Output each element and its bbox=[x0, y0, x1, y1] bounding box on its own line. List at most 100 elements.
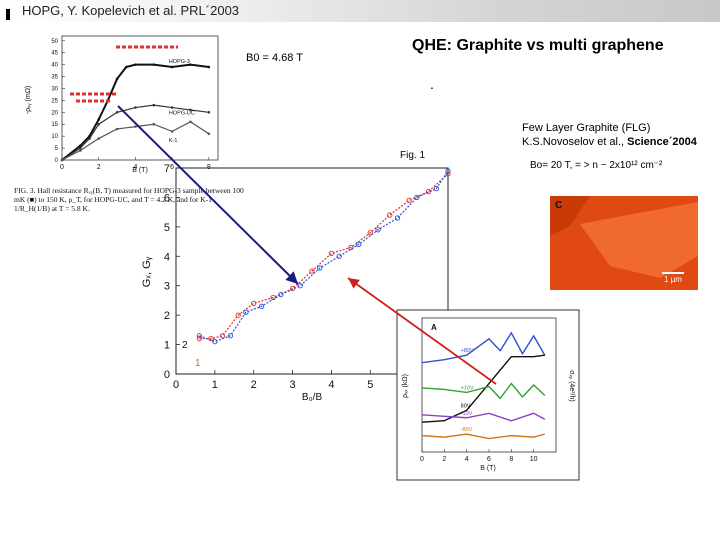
chart1-xtick-label: 4 bbox=[133, 164, 137, 171]
fig-label: Fig. 1 bbox=[400, 150, 426, 161]
chart1-point bbox=[115, 127, 119, 131]
afm-flake bbox=[580, 202, 698, 278]
arrows bbox=[117, 105, 497, 385]
chart1-point bbox=[134, 106, 137, 109]
chart2-point bbox=[355, 241, 362, 248]
chart1-ytick-label: 15 bbox=[51, 122, 58, 128]
figure-caption: FIG. 3. Hall resistance Rₓᵧ(B, T) measur… bbox=[14, 186, 244, 213]
chart3-series-label: +80V bbox=[461, 348, 474, 354]
chart2-point bbox=[394, 215, 401, 221]
arrow-flg-to-qhe bbox=[347, 277, 497, 385]
arrow-graphite-to-qhe bbox=[117, 105, 299, 285]
chart1-ytick-label: 0 bbox=[55, 158, 59, 164]
chart2-point bbox=[317, 265, 323, 271]
chart2-point bbox=[387, 212, 393, 218]
chart3-series-line bbox=[421, 354, 545, 423]
chart-flg-resistance: 0 2 4 6 8 10 B (T) ρₓₓ (kΩ) σₓᵧ (4e²/h) A +80V 80V +… bbox=[396, 309, 580, 481]
chart2-point bbox=[336, 253, 342, 259]
chart2-point bbox=[297, 283, 303, 289]
chart1-ytick-label: 40 bbox=[51, 63, 58, 69]
chart1-point bbox=[60, 158, 64, 162]
chart1-point bbox=[79, 146, 82, 150]
chart2-point bbox=[251, 300, 257, 307]
chart2-point bbox=[309, 268, 315, 274]
chart2-point bbox=[278, 291, 284, 298]
chart2-xlabel: B₀/B bbox=[302, 392, 323, 403]
chart3-xtick-label: 10 bbox=[530, 456, 538, 463]
chart2-ytick-label: 3 bbox=[164, 281, 170, 293]
chart2-point bbox=[328, 250, 335, 256]
chart1-ytick-label: 5 bbox=[55, 146, 59, 152]
chart1-legend-label: HOPG-UC bbox=[169, 110, 195, 116]
chart1-point bbox=[170, 106, 174, 109]
chart2-ytick-label: 6 bbox=[164, 192, 170, 204]
chart2-point bbox=[348, 244, 354, 251]
chart2-ytick-label: 4 bbox=[164, 251, 170, 263]
chart3-xtick-label: 8 bbox=[509, 456, 513, 463]
chart1-point bbox=[79, 144, 82, 147]
chart1-point bbox=[207, 132, 211, 136]
bullet-marker bbox=[6, 9, 10, 20]
chart2-series-line bbox=[199, 170, 449, 343]
density-label: Bo= 20 T, = > n ~ 2x10¹² cm⁻² bbox=[530, 160, 663, 171]
chart2-point bbox=[258, 303, 265, 309]
chart3-series-label: -10V bbox=[461, 411, 473, 417]
afm-scale-label: 1 μm bbox=[664, 275, 682, 284]
chart2-xtick-label: 1 bbox=[212, 379, 218, 391]
chart3-series-line bbox=[421, 382, 546, 400]
chart1-point bbox=[189, 120, 192, 124]
chart3-series-line bbox=[421, 412, 546, 422]
chart1-point bbox=[97, 122, 101, 126]
chart1-point bbox=[189, 108, 192, 112]
chart1-series-line bbox=[61, 104, 209, 161]
afm-image: C 1 μm bbox=[550, 196, 698, 290]
chart1-point bbox=[170, 130, 174, 133]
chart1-point bbox=[170, 65, 174, 69]
heading-dot: . bbox=[430, 76, 434, 92]
chart2-point bbox=[196, 336, 202, 342]
chart2-point bbox=[243, 309, 249, 315]
chart1-ytick-label: 25 bbox=[51, 98, 58, 104]
afm-dark-region bbox=[550, 196, 590, 236]
chart3-series-label: +10V bbox=[461, 385, 474, 391]
chart3-box bbox=[396, 309, 580, 481]
chart1-point bbox=[88, 137, 91, 140]
chart1-point bbox=[97, 118, 101, 121]
b0-label: B0 = 4.68 T bbox=[246, 52, 303, 64]
chart2-ytick-label: 1 bbox=[164, 340, 170, 352]
chart3-xtick-label: 0 bbox=[420, 456, 424, 463]
chart3-series-label: -80V bbox=[461, 427, 473, 433]
chart3-ylabel-left: ρₓₓ (kΩ) bbox=[402, 374, 409, 398]
chart2-point bbox=[196, 333, 202, 339]
chart1-xtick-label: 2 bbox=[97, 164, 101, 171]
chart2-ytick-label: 0 bbox=[164, 369, 170, 381]
chart2-frame bbox=[175, 167, 449, 375]
chart1-point bbox=[134, 125, 137, 128]
chart1-point bbox=[152, 103, 156, 107]
chart2-point bbox=[219, 333, 226, 339]
chart1-legend-label: K-1 bbox=[169, 138, 178, 144]
chart2-point bbox=[227, 333, 234, 339]
chart3-series-line bbox=[421, 331, 546, 364]
chart3-series-label: 80V bbox=[461, 403, 471, 409]
chart3-xtick-label: 6 bbox=[487, 456, 491, 463]
chart1-point bbox=[152, 122, 156, 126]
flg-title: Few Layer Graphite (FLG) bbox=[522, 122, 651, 134]
afm-panel-label: C bbox=[555, 200, 563, 211]
chart1-ytick-label: 30 bbox=[51, 86, 58, 92]
chart2-point bbox=[367, 230, 373, 236]
chart1-point bbox=[207, 65, 211, 69]
chart1-ytick-label: 10 bbox=[51, 134, 58, 140]
chart2-xtick-label: 4 bbox=[328, 379, 334, 391]
chart1-xtick-label: 6 bbox=[170, 164, 174, 171]
chart1-point bbox=[189, 63, 192, 66]
afm-texture bbox=[550, 196, 698, 278]
main-heading: QHE: Graphite vs multi graphene bbox=[412, 37, 664, 54]
chart3-series-line bbox=[421, 433, 546, 440]
chart2-xtick-label: 3 bbox=[290, 379, 296, 391]
chart3-xtick-label: 2 bbox=[442, 456, 446, 463]
chart2-annotation-2: 2 bbox=[182, 340, 188, 351]
title-bar bbox=[0, 0, 720, 22]
